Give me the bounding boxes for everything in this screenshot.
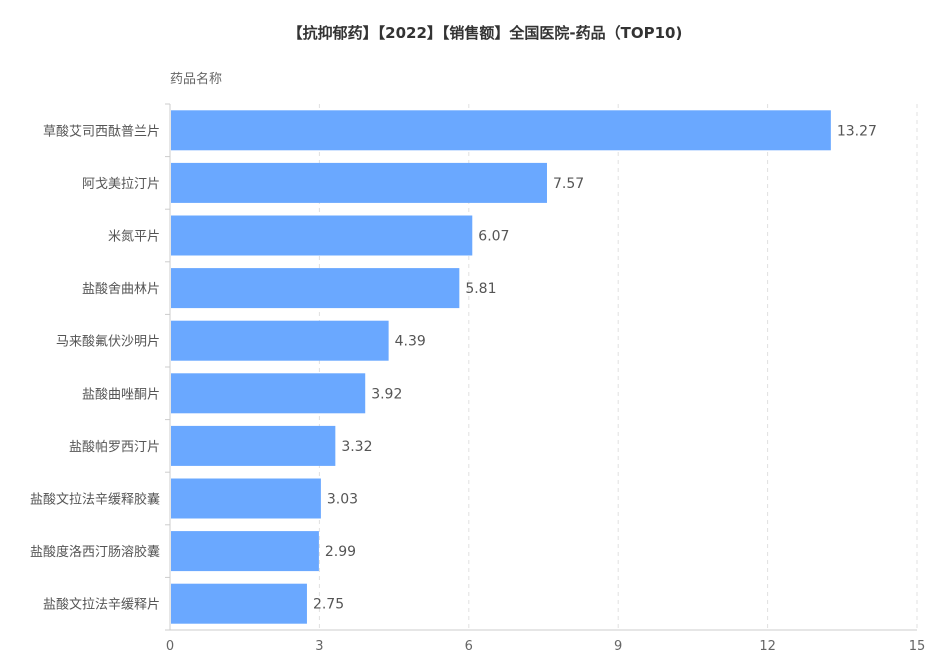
data-label: 6.07	[478, 229, 509, 245]
bar	[171, 162, 547, 203]
x-tick-label: 3	[315, 639, 323, 654]
category-label: 盐酸文拉法辛缓释胶囊	[30, 492, 160, 508]
category-label: 盐酸曲唑酮片	[82, 386, 160, 402]
x-tick-label: 15	[909, 639, 926, 654]
category-label: 盐酸帕罗西汀片	[69, 440, 160, 455]
y-axis-name: 药品名称	[170, 71, 222, 87]
x-tick-label: 9	[614, 639, 622, 654]
data-label: 5.81	[465, 281, 496, 297]
category-label: 盐酸文拉法辛缓释片	[43, 598, 160, 613]
bar	[171, 478, 321, 519]
data-label: 13.27	[837, 123, 877, 139]
bar	[171, 583, 307, 624]
bar	[171, 320, 389, 361]
category-label: 草酸艾司西酞普兰片	[43, 124, 160, 139]
x-tick-label: 6	[465, 639, 473, 654]
data-label: 3.03	[327, 492, 358, 508]
data-label: 3.32	[341, 439, 372, 455]
data-label: 3.92	[371, 386, 402, 402]
data-label: 2.75	[313, 597, 344, 613]
category-label: 盐酸度洛西汀肠溶胶囊	[30, 544, 160, 560]
bar	[171, 425, 336, 466]
category-label: 米氮平片	[108, 230, 160, 245]
data-label: 7.57	[553, 176, 584, 192]
data-label: 2.99	[325, 544, 356, 560]
bar	[171, 215, 473, 256]
data-label: 4.39	[395, 334, 426, 350]
chart-title: 【抗抑郁药】【2022】【销售额】全国医院-药品（TOP10)	[288, 24, 683, 42]
bar	[171, 373, 366, 414]
bar	[171, 110, 831, 151]
category-label: 阿戈美拉汀片	[82, 177, 160, 192]
bar	[171, 268, 460, 309]
x-tick-label: 12	[759, 639, 776, 654]
category-label: 马来酸氟伏沙明片	[56, 335, 160, 350]
x-tick-label: 0	[166, 639, 174, 654]
bar	[171, 531, 319, 572]
category-label: 盐酸舍曲林片	[82, 282, 160, 297]
